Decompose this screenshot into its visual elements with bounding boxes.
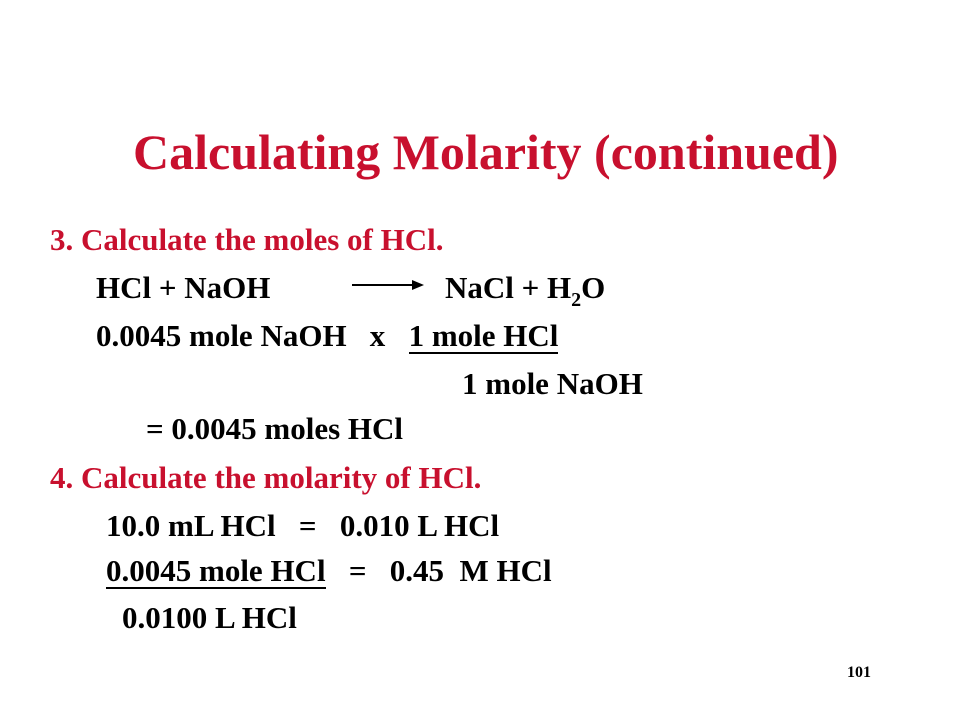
page-number: 101: [847, 664, 871, 681]
molarity-result: = 0.45 M HCl: [325, 553, 552, 588]
water-subscript: 2: [571, 289, 582, 311]
reaction-arrow-icon: [352, 280, 424, 290]
calc-moles-line: 0.0045 mole NaOH x 1 mole HCl: [96, 318, 559, 354]
step-4-heading: 4. Calculate the molarity of HCl.: [50, 460, 482, 495]
volume-conversion: 10.0 mL HCl = 0.010 L HCl: [106, 508, 500, 543]
molarity-denominator: 0.0100 L HCl: [122, 600, 297, 635]
fraction-numerator: 1 mole HCl: [408, 318, 559, 354]
step-3-heading: 3. Calculate the moles of HCl.: [50, 222, 444, 257]
slide-title: Calculating Molarity (continued): [133, 124, 839, 180]
molarity-line: 0.0045 mole HCl = 0.45 M HCl: [106, 553, 552, 589]
molarity-numerator: 0.0045 mole HCl: [106, 553, 326, 589]
calc-moles-lead: 0.0045 mole NaOH x: [96, 318, 409, 353]
products-tail: O: [581, 270, 606, 305]
reactants: HCl + NaOH: [96, 270, 271, 305]
fraction-denominator: 1 mole NaOH: [462, 366, 643, 401]
products: NaCl + H2O: [445, 270, 606, 311]
products-text: NaCl + H: [445, 270, 572, 305]
moles-result: = 0.0045 moles HCl: [146, 411, 404, 446]
